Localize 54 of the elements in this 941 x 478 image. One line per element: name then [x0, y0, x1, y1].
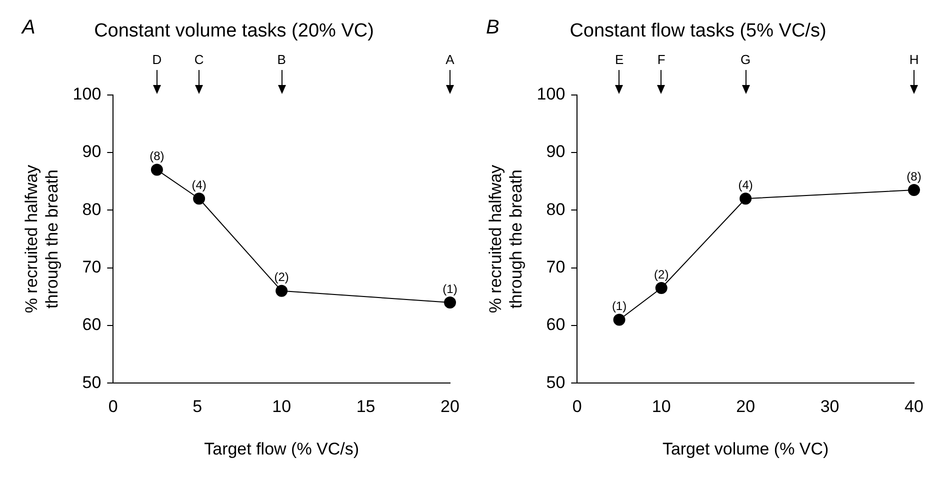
- y-tick-label: 100: [72, 84, 102, 104]
- point: [740, 192, 752, 205]
- x-tick-label: 40: [904, 397, 924, 416]
- annotation: (8): [906, 169, 922, 184]
- x-tick-label: 30: [820, 397, 840, 416]
- x-axis-title: Target volume (% VC): [662, 439, 829, 458]
- y-tick-label: 50: [546, 372, 566, 392]
- x-tick-label: 0: [572, 397, 582, 416]
- annotation: (1): [612, 299, 627, 314]
- y-tick-label: 50: [82, 372, 102, 392]
- x-tick-label: 0: [108, 397, 118, 416]
- chart-title: Constant flow tasks (5% VC/s): [570, 20, 826, 42]
- text: C: [194, 52, 204, 67]
- point: [908, 184, 920, 196]
- y-tick-label: 80: [82, 200, 102, 219]
- y-tick-label: 70: [82, 258, 102, 277]
- text: G: [740, 52, 751, 67]
- chart-title: Constant volume tasks (20% VC): [94, 20, 374, 42]
- y-tick-label: 90: [82, 142, 102, 162]
- annotation: (1): [442, 282, 458, 296]
- y-tick-label: 60: [82, 315, 102, 334]
- text: A: [21, 16, 36, 39]
- point: [276, 284, 288, 297]
- x-tick-label: 5: [192, 397, 202, 416]
- point: [655, 282, 668, 294]
- x-tick-label: 20: [440, 397, 460, 416]
- point: [613, 314, 626, 326]
- text: B: [277, 52, 286, 67]
- annotation: (4): [738, 178, 753, 192]
- annotation: (2): [274, 270, 289, 284]
- text: D: [152, 52, 162, 67]
- x-tick-label: 20: [736, 397, 756, 416]
- text: B: [486, 16, 500, 39]
- x-axis-title: Target flow (% VC/s): [204, 439, 360, 458]
- point: [193, 192, 206, 205]
- x-tick-label: 15: [356, 397, 376, 416]
- text: A: [446, 52, 455, 67]
- x-tick-label: 10: [652, 397, 671, 416]
- text: E: [614, 52, 624, 67]
- x-tick-label: 10: [272, 397, 292, 416]
- annotation: (4): [192, 178, 206, 192]
- point: [444, 296, 456, 308]
- y-tick-label: 70: [546, 258, 566, 277]
- text: H: [909, 52, 919, 67]
- annotation: (8): [150, 149, 164, 164]
- y-tick-label: 60: [546, 315, 566, 334]
- annotation: (2): [654, 267, 669, 282]
- point: [150, 164, 163, 176]
- y-tick-label: 80: [546, 200, 566, 219]
- y-tick-label: 90: [546, 142, 566, 162]
- y-tick-label: 100: [536, 84, 566, 104]
- y-axis-title: % recruited halfway through the breath: [22, 164, 62, 314]
- text: F: [657, 52, 666, 67]
- y-axis-title: % recruited halfway through the breath: [486, 164, 526, 314]
